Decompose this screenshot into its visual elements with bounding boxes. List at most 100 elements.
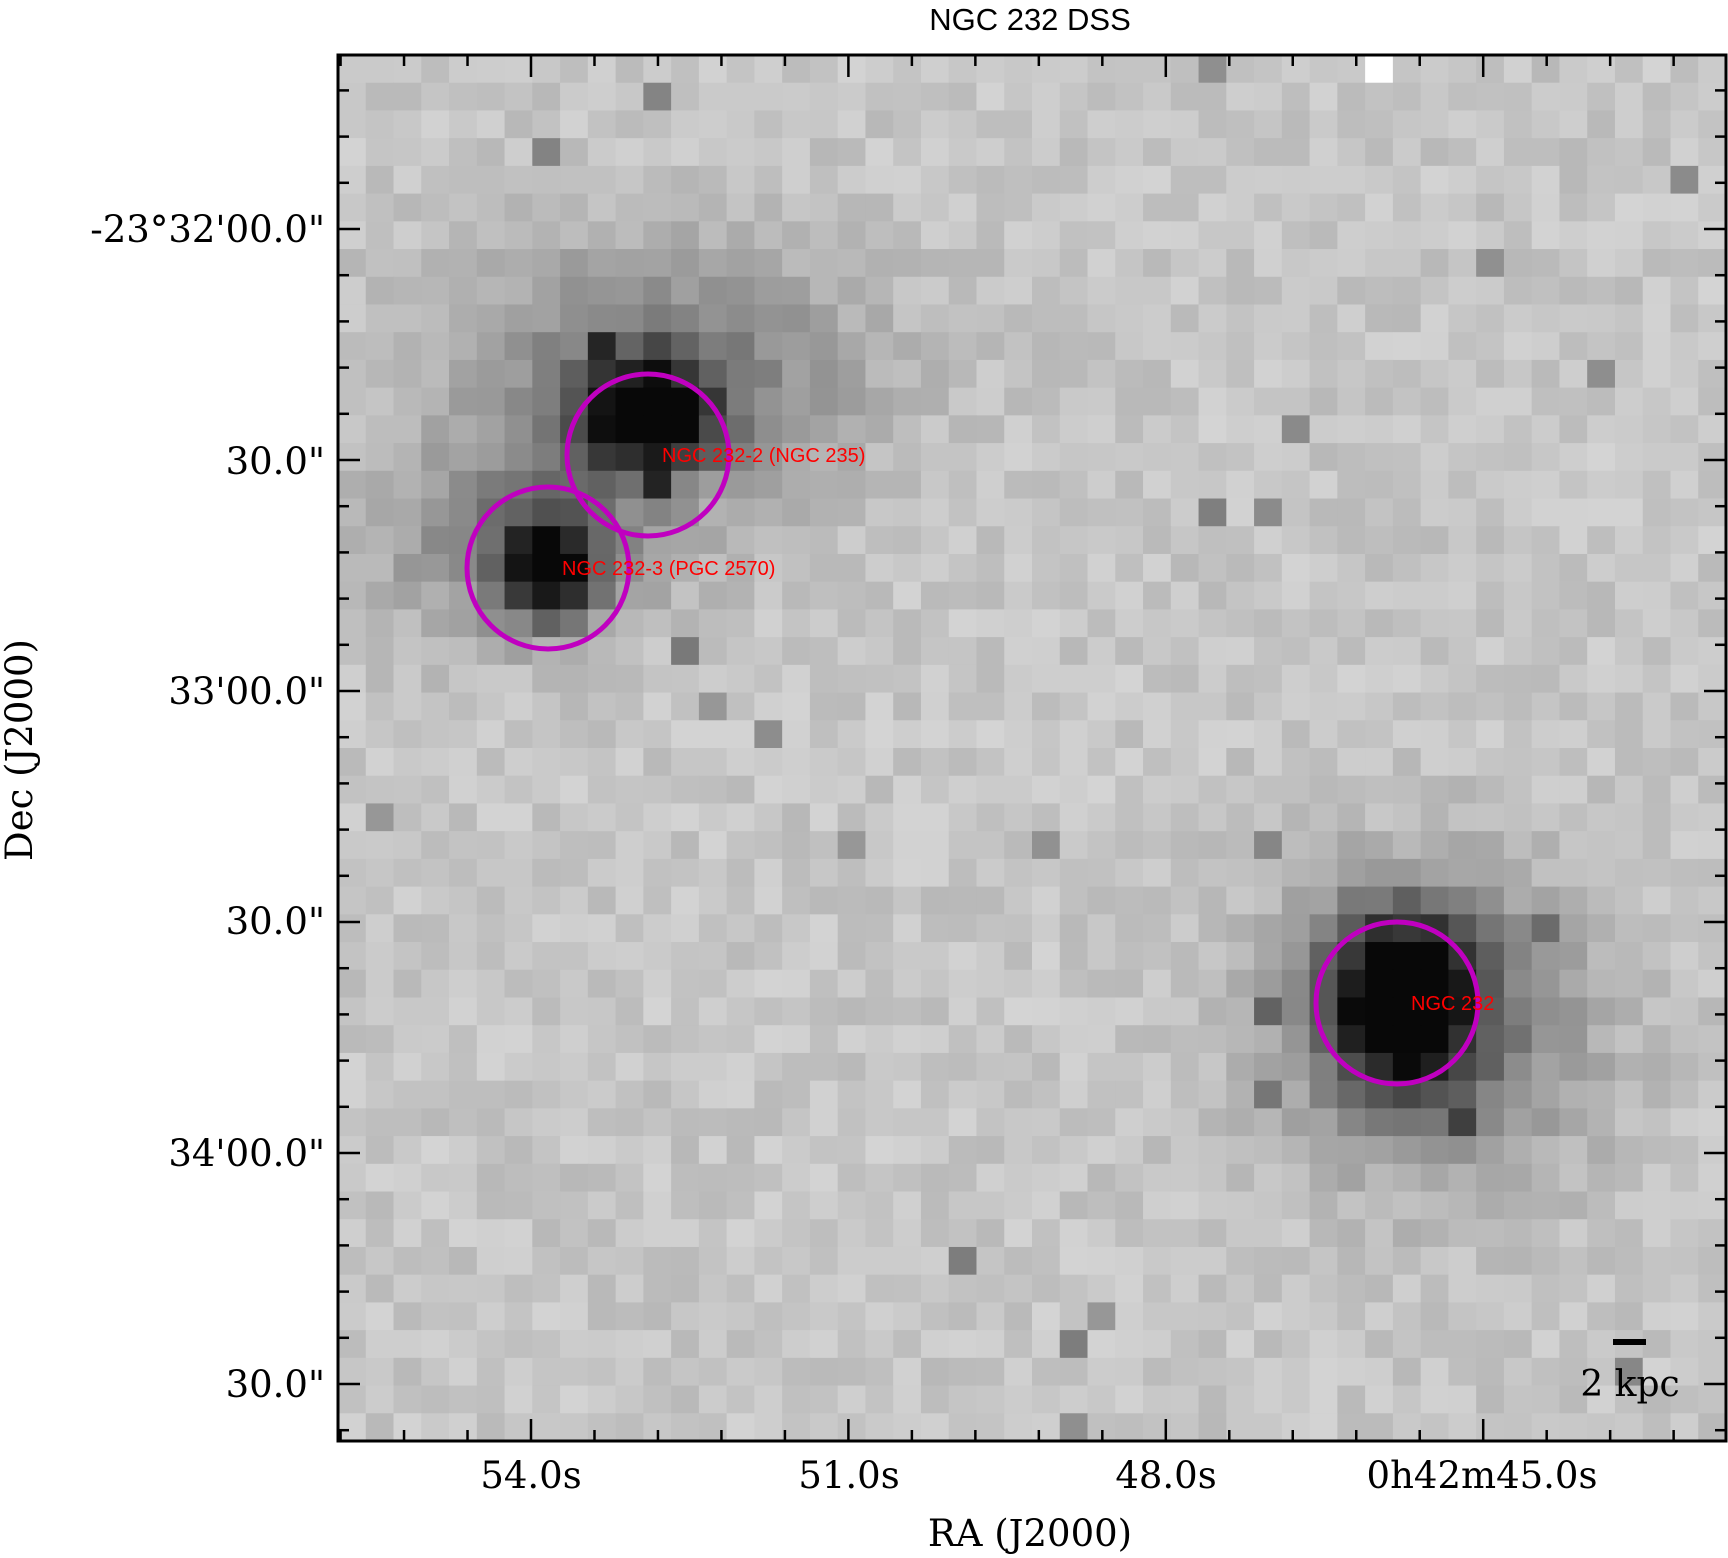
pixel	[671, 942, 700, 971]
pixel	[782, 886, 811, 915]
pixel	[393, 443, 422, 472]
pixel	[1254, 1108, 1283, 1137]
pixel	[948, 637, 978, 666]
pixel	[421, 55, 450, 84]
pixel	[948, 720, 978, 749]
pixel	[476, 138, 506, 167]
pixel	[865, 692, 894, 721]
pixel	[532, 997, 561, 1026]
pixel	[560, 1191, 589, 1220]
pixel	[1281, 1385, 1311, 1414]
pixel	[1698, 82, 1727, 112]
pixel	[393, 1413, 422, 1442]
pixel	[504, 221, 533, 250]
pixel	[1392, 914, 1422, 943]
pixel	[1587, 1080, 1616, 1109]
pixel	[1420, 1108, 1449, 1137]
pixel	[1254, 581, 1283, 610]
pixel	[671, 1330, 700, 1359]
pixel	[1365, 831, 1394, 860]
pixel	[726, 138, 755, 167]
pixel	[1642, 1025, 1672, 1054]
pixel	[1614, 748, 1644, 777]
pixel	[1143, 969, 1172, 999]
pixel	[1448, 1330, 1477, 1359]
pixel	[1448, 443, 1477, 472]
pixel	[920, 664, 950, 694]
pixel	[976, 803, 1005, 832]
pixel	[615, 1385, 644, 1414]
pixel	[809, 1385, 839, 1414]
pixel	[1392, 1330, 1422, 1359]
pixel	[754, 831, 783, 860]
pixel	[504, 304, 533, 333]
pixel	[1198, 1357, 1227, 1387]
pixel	[1281, 637, 1311, 666]
pixel	[504, 82, 533, 112]
pixel	[1059, 193, 1089, 222]
pixel	[1059, 1108, 1089, 1137]
pixel	[1503, 1385, 1533, 1414]
pixel	[1531, 914, 1561, 943]
pixel	[671, 1052, 700, 1082]
pixel	[976, 387, 1005, 416]
pixel	[587, 138, 617, 167]
pixel	[1059, 969, 1089, 999]
pixel	[1670, 720, 1699, 749]
pixel	[1004, 692, 1033, 721]
pixel	[948, 332, 978, 361]
pixel	[1365, 1385, 1394, 1414]
pixel	[1698, 332, 1727, 361]
pixel	[865, 110, 894, 139]
pixel	[1531, 304, 1561, 333]
pixel	[726, 193, 755, 222]
pixel	[1559, 1413, 1588, 1442]
pixel	[587, 997, 617, 1026]
pixel	[1004, 720, 1033, 749]
pixel	[1115, 664, 1144, 694]
pixel	[1281, 1163, 1311, 1193]
pixel	[1254, 886, 1283, 915]
pixel	[920, 1385, 950, 1414]
pixel	[782, 276, 811, 306]
pixel	[1531, 221, 1561, 250]
pixel	[976, 1136, 1005, 1165]
pixel	[1587, 82, 1616, 112]
pixel	[1365, 1246, 1394, 1276]
pixel	[1198, 1302, 1227, 1331]
pixel	[698, 387, 728, 416]
pixel	[1309, 110, 1338, 139]
pixel	[865, 1274, 894, 1303]
pixel	[1392, 55, 1422, 84]
pixel	[449, 858, 478, 888]
pixel	[1503, 1302, 1533, 1331]
pixel	[1115, 193, 1144, 222]
pixel	[393, 581, 422, 610]
pixel	[893, 415, 922, 444]
pixel	[1032, 1136, 1061, 1165]
pixel	[1448, 914, 1477, 943]
pixel	[809, 55, 839, 84]
pixel	[754, 997, 783, 1026]
pixel	[1032, 359, 1061, 389]
pixel	[726, 1108, 755, 1137]
pixel	[1420, 775, 1449, 805]
pixel	[1587, 526, 1616, 555]
pixel	[920, 1219, 950, 1248]
pixel	[1670, 664, 1699, 694]
pixel	[671, 831, 700, 860]
pixel	[1004, 748, 1033, 777]
pixel	[1281, 526, 1311, 555]
pixel	[1531, 443, 1561, 472]
pixel	[1476, 526, 1505, 555]
pixel	[948, 1413, 978, 1442]
pixel	[1254, 110, 1283, 139]
pixel	[1587, 914, 1616, 943]
pixel	[1365, 359, 1394, 389]
pixel	[1420, 359, 1449, 389]
pixel	[1614, 1025, 1644, 1054]
pixel	[671, 553, 700, 583]
pixel	[671, 332, 700, 361]
pixel	[643, 748, 672, 777]
pixel	[365, 553, 395, 583]
